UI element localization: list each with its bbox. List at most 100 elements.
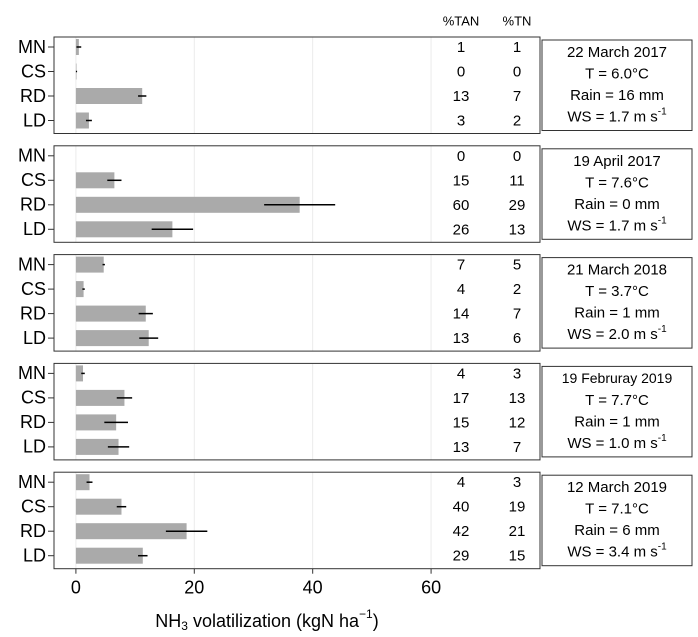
tn-value: 7 (513, 439, 521, 456)
tan-value: 4 (457, 281, 465, 298)
y-tick-label: CS (21, 279, 46, 299)
y-tick-label: MN (18, 254, 46, 274)
tan-value: 1 (457, 39, 465, 56)
annotation: 19 April 2017 (573, 153, 661, 170)
tan-value: 15 (453, 172, 470, 189)
bar (75, 438, 119, 455)
y-tick-label: RD (20, 412, 46, 432)
tan-value: 15 (453, 414, 470, 431)
tn-value: 29 (509, 197, 526, 214)
y-tick-label: LD (23, 437, 46, 457)
y-tick-label: LD (23, 328, 46, 348)
y-tick-label: MN (18, 472, 46, 492)
tan-value: 26 (453, 221, 470, 238)
panel-border (53, 362, 541, 461)
tan-value: 13 (453, 330, 470, 347)
tn-value: 21 (509, 523, 526, 540)
y-tick-label: RD (20, 195, 46, 215)
x-axis-label-sub: 3 (181, 619, 188, 633)
annotation-sup: -1 (658, 324, 667, 335)
annotation: T = 6.0°C (585, 65, 649, 82)
tan-value: 0 (457, 63, 465, 80)
y-tick-label: RD (20, 86, 46, 106)
bar (75, 389, 125, 406)
x-axis-label-sup: −1 (359, 607, 373, 621)
y-tick-label: CS (21, 496, 46, 516)
tn-value: 7 (513, 88, 521, 105)
bar (75, 414, 117, 431)
x-tick-label: 0 (71, 577, 81, 597)
tn-value: 7 (513, 306, 521, 323)
annotation: Rain = 16 mm (570, 87, 664, 104)
annotation: 21 March 2018 (567, 262, 667, 279)
annotation: WS = 2.0 m s-1 (567, 324, 667, 343)
annotation-box (541, 474, 693, 567)
tn-value: 0 (513, 63, 521, 80)
tn-value: 2 (513, 112, 521, 129)
tn-value: 13 (509, 390, 526, 407)
y-tick-label: MN (18, 363, 46, 383)
tan-value: 14 (453, 306, 470, 323)
annotation: WS = 1.7 m s-1 (567, 106, 667, 125)
tn-value: 0 (513, 148, 521, 165)
annotation-text: WS = 2.0 m s (567, 326, 657, 343)
y-tick-label: MN (18, 37, 46, 57)
tan-value: 29 (453, 548, 470, 565)
x-axis-label-part: NH (155, 611, 181, 631)
tan-value: 3 (457, 112, 465, 129)
bar (75, 196, 300, 213)
annotation: WS = 3.4 m s-1 (567, 541, 667, 560)
tn-value: 19 (509, 499, 526, 516)
tan-value: 13 (453, 439, 470, 456)
annotation-box (541, 39, 693, 131)
bar (75, 88, 143, 104)
bar (75, 474, 90, 491)
annotation-sup: -1 (658, 433, 667, 444)
tan-value: 17 (453, 390, 470, 407)
y-tick-label: RD (20, 521, 46, 541)
bar (75, 547, 143, 564)
panel-border (53, 145, 541, 243)
y-tick-label: CS (21, 170, 46, 190)
annotation: T = 7.6°C (585, 174, 649, 191)
bar (75, 305, 146, 322)
x-axis-label: NH3 volatilization (kgN ha−1) (155, 607, 378, 633)
x-axis-label-part: volatilization (kgN ha (188, 611, 360, 631)
tan-value: 60 (453, 197, 470, 214)
tan-value: 13 (453, 88, 470, 105)
x-tick-label: 40 (303, 577, 323, 597)
annotation: 22 March 2017 (567, 44, 667, 61)
annotation: Rain = 1 mm (574, 413, 659, 430)
tan-value: 40 (453, 499, 470, 516)
y-tick-label: CS (21, 61, 46, 81)
tan-value: 0 (457, 148, 465, 165)
tn-value: 13 (509, 221, 526, 238)
bar (75, 523, 187, 540)
annotation-text: WS = 1.7 m s (567, 108, 657, 125)
column-header: %TN (503, 13, 532, 28)
annotation: T = 7.7°C (585, 392, 649, 409)
bar (75, 172, 115, 189)
bar (75, 256, 104, 273)
annotation: Rain = 1 mm (574, 305, 659, 322)
annotation-sup: -1 (658, 215, 667, 226)
annotation: T = 7.1°C (585, 501, 649, 518)
tn-value: 15 (509, 548, 526, 565)
tan-value: 42 (453, 523, 470, 540)
bar (75, 330, 149, 347)
tn-value: 5 (513, 257, 521, 274)
annotation: 12 March 2019 (567, 479, 667, 496)
y-tick-label: RD (20, 303, 46, 323)
panel-border (53, 254, 541, 352)
annotation-sup: -1 (658, 541, 667, 552)
annotation-box (541, 148, 693, 240)
tn-value: 1 (513, 39, 521, 56)
tn-value: 3 (513, 474, 521, 491)
column-header: %TAN (443, 13, 480, 28)
tn-value: 3 (513, 365, 521, 382)
tn-value: 6 (513, 330, 521, 347)
annotation: Rain = 6 mm (574, 522, 659, 539)
annotation: T = 3.7°C (585, 283, 649, 300)
tn-value: 12 (509, 414, 526, 431)
